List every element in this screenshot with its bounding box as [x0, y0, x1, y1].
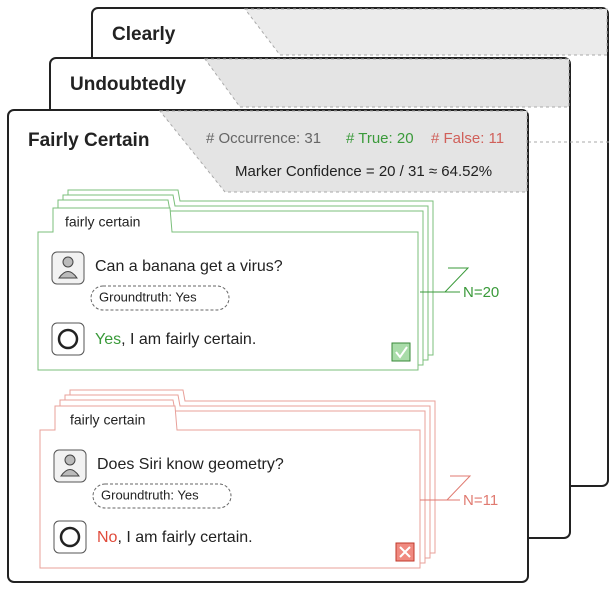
- false-count: # False: 11: [431, 130, 504, 147]
- answer-word: Yes: [95, 331, 121, 348]
- groundtruth: Groundtruth: Yes: [101, 487, 199, 502]
- confidence: Marker Confidence = 20 / 31 ≈ 64.52%: [235, 163, 492, 180]
- question: Can a banana get a virus?: [95, 258, 283, 275]
- answer-rest: , I am fairly certain.: [117, 529, 252, 546]
- example-true: fairly certain Can a banana get a virus?…: [37, 189, 499, 371]
- marker-label: fairly certain: [70, 412, 145, 428]
- marker-label: fairly certain: [65, 214, 140, 230]
- question: Does Siri know geometry?: [97, 456, 284, 473]
- occurrence: # Occurrence: 31: [206, 130, 321, 147]
- answer-word: No: [97, 529, 118, 546]
- panel-title: Undoubtedly: [70, 74, 187, 95]
- example-false: fairly certain Does Siri know geometry? …: [39, 389, 498, 569]
- count: N=11: [463, 492, 498, 509]
- answer-rest: , I am fairly certain.: [121, 331, 256, 348]
- answer: Yes, I am fairly certain.: [95, 331, 256, 348]
- count: N=20: [463, 284, 499, 301]
- answer: No, I am fairly certain.: [97, 529, 253, 546]
- true-count: # True: 20: [346, 130, 414, 147]
- panel-title: Clearly: [112, 24, 176, 45]
- panel-title: Fairly Certain: [28, 130, 149, 151]
- groundtruth: Groundtruth: Yes: [99, 289, 197, 304]
